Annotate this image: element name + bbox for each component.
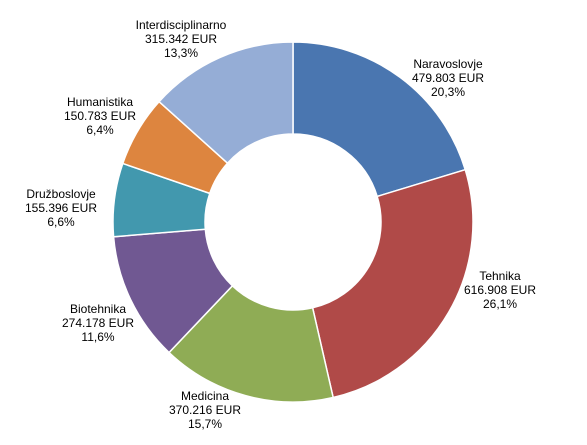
label-naravoslovje-percent: 20,3%: [431, 85, 465, 99]
slice-tehnika: [311, 168, 474, 399]
label-interdisciplinarno-name: Interdisciplinarno: [136, 18, 227, 32]
label-interdisciplinarno-value: 315.342 EUR: [145, 32, 217, 46]
label-tehnika-name: Tehnika: [479, 269, 521, 283]
label-medicina-name: Medicina: [181, 389, 229, 403]
label-druzboslovje-percent: 6,6%: [47, 215, 75, 229]
label-tehnika-value: 616.908 EUR: [464, 283, 536, 297]
label-druzboslovje-name: Družboslovje: [26, 187, 96, 201]
slice-interdisciplinarno: [158, 41, 294, 165]
label-naravoslovje-value: 479.803 EUR: [412, 71, 484, 85]
label-medicina-value: 370.216 EUR: [169, 403, 241, 417]
label-humanistika-percent: 6,4%: [86, 123, 114, 137]
label-tehnika-percent: 26,1%: [483, 297, 517, 311]
label-medicina-percent: 15,7%: [188, 417, 222, 431]
label-biotehnika-name: Biotehnika: [70, 302, 126, 316]
slices-group: [112, 41, 474, 403]
slice-naravoslovje: [292, 41, 467, 198]
label-biotehnika-percent: 11,6%: [81, 330, 114, 344]
label-humanistika-name: Humanistika: [67, 95, 133, 109]
label-biotehnika-value: 274.178 EUR: [62, 316, 134, 330]
label-interdisciplinarno-percent: 13,3%: [164, 46, 198, 60]
label-druzboslovje-value: 155.396 EUR: [25, 201, 97, 215]
label-naravoslovje-name: Naravoslovje: [413, 57, 483, 71]
label-humanistika-value: 150.783 EUR: [64, 109, 136, 123]
